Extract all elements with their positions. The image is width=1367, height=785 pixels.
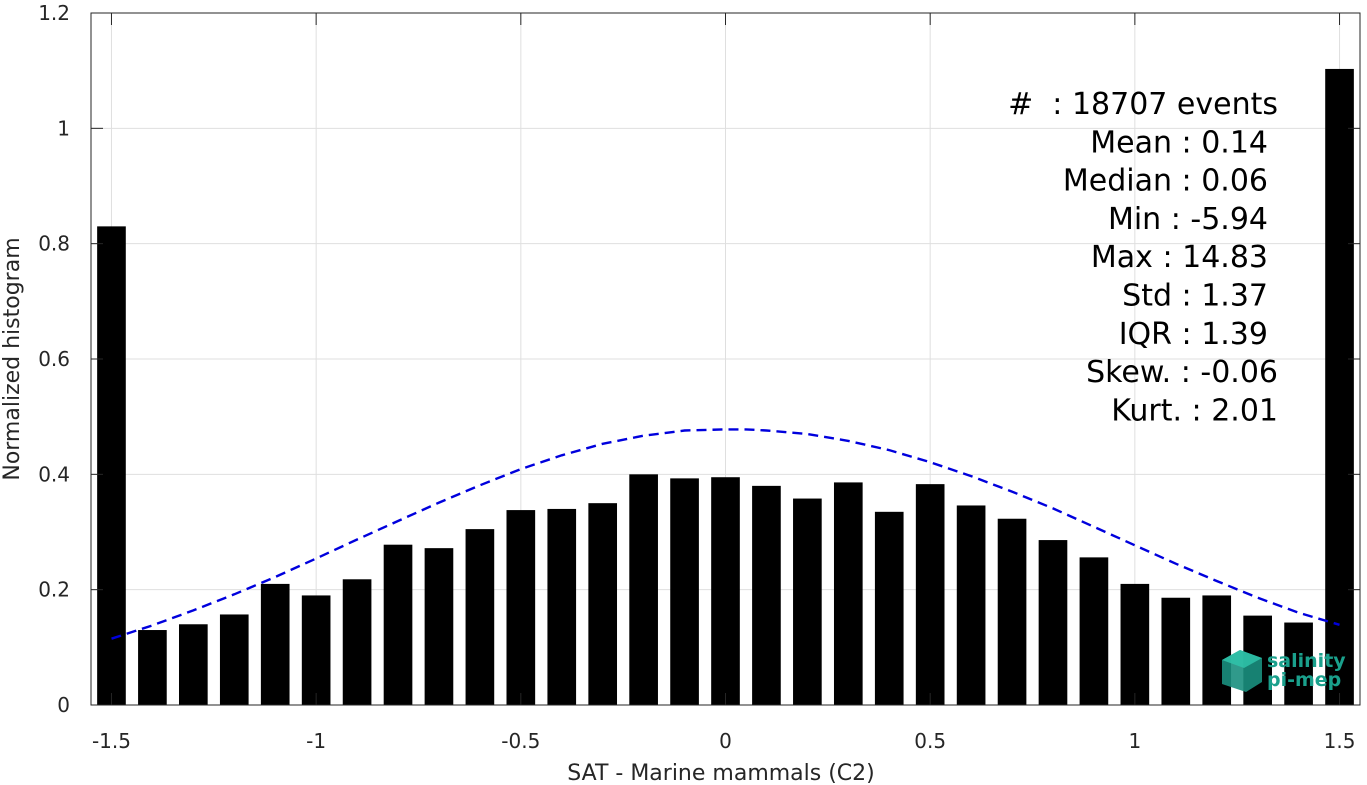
histogram-bar: [915, 484, 945, 705]
axis-ticks: [91, 12, 1360, 706]
y-tick-label: 0: [57, 693, 70, 717]
logo-text-salinity: salinity: [1267, 650, 1346, 672]
statistic-line: Skew. : -0.06: [1086, 355, 1278, 390]
histogram-bar: [670, 478, 699, 705]
x-tick-labels: -1.5 -1 -0.5 0 0.5 1 1.5: [92, 729, 1355, 753]
histogram-bar: [1202, 595, 1232, 705]
histogram-bar: [1079, 557, 1109, 705]
x-tick-label: 1: [1128, 729, 1141, 753]
statistic-line: Std : 1.37: [1122, 279, 1268, 314]
histogram-bar: [956, 505, 986, 705]
x-tick-label: 0: [719, 729, 732, 753]
histogram-bar: [465, 529, 495, 705]
gaussian-fit-curve: [111, 428, 1340, 640]
statistic-line: # : 18707 events: [1008, 87, 1278, 122]
salinity-pi-mep-logo: salinity pi-mep: [1222, 650, 1346, 692]
histogram-bar: [506, 510, 536, 705]
histogram-bar: [342, 579, 372, 705]
y-tick-label: 0.8: [38, 232, 70, 256]
histogram-bar: [793, 498, 822, 705]
x-tick-label: 0.5: [914, 729, 946, 753]
histogram-bar: [547, 508, 577, 705]
x-tick-label: 1.5: [1324, 729, 1356, 753]
y-tick-label: 0.6: [38, 347, 70, 371]
histogram-bar: [711, 477, 740, 705]
histogram-bar: [997, 518, 1027, 705]
histogram-bars: [97, 68, 1354, 706]
histogram-bar: [1120, 583, 1150, 705]
x-tick-label: -1.5: [92, 729, 131, 753]
x-tick-label: -1: [306, 729, 326, 753]
histogram-bar: [629, 474, 658, 705]
y-tick-label: 0.2: [38, 578, 70, 602]
statistic-line: Mean : 0.14: [1090, 125, 1268, 160]
histogram-bar: [588, 503, 618, 705]
histogram-bar: [752, 485, 781, 705]
y-tick-label: 1.2: [38, 1, 70, 25]
statistic-line: Kurt. : 2.01: [1111, 393, 1278, 428]
statistic-line: Min : -5.94: [1108, 202, 1268, 237]
histogram-bar: [179, 624, 208, 705]
logo-cube-face-icon: [1222, 650, 1262, 668]
statistic-line: Max : 14.83: [1091, 240, 1268, 275]
histogram-bar: [1284, 622, 1313, 705]
histogram-bar: [138, 630, 167, 705]
histogram-bar: [424, 548, 454, 705]
histogram-bar: [219, 614, 249, 705]
logo-text-pi-mep: pi-mep: [1267, 669, 1341, 691]
y-tick-labels: 0 0.2 0.4 0.6 0.8 1 1.2: [38, 1, 70, 717]
y-tick-label: 1: [57, 116, 70, 140]
histogram-bar: [301, 595, 331, 705]
statistic-line: IQR : 1.39: [1119, 317, 1268, 352]
histogram-bar: [1161, 597, 1191, 705]
histogram-bar: [1325, 68, 1354, 706]
histogram-bar: [383, 544, 413, 705]
x-tick-label: -0.5: [501, 729, 540, 753]
x-axis-label: SAT - Marine mammals (C2): [567, 761, 875, 785]
y-tick-label: 0.4: [38, 462, 70, 486]
statistic-line: Median : 0.06: [1063, 164, 1268, 199]
histogram-bar: [260, 583, 290, 705]
histogram-bar: [97, 226, 126, 705]
histogram-bar: [1038, 540, 1068, 705]
histogram-bar: [833, 482, 863, 705]
histogram-bar: [874, 511, 904, 705]
y-axis-label: Normalized histogram: [0, 237, 25, 480]
